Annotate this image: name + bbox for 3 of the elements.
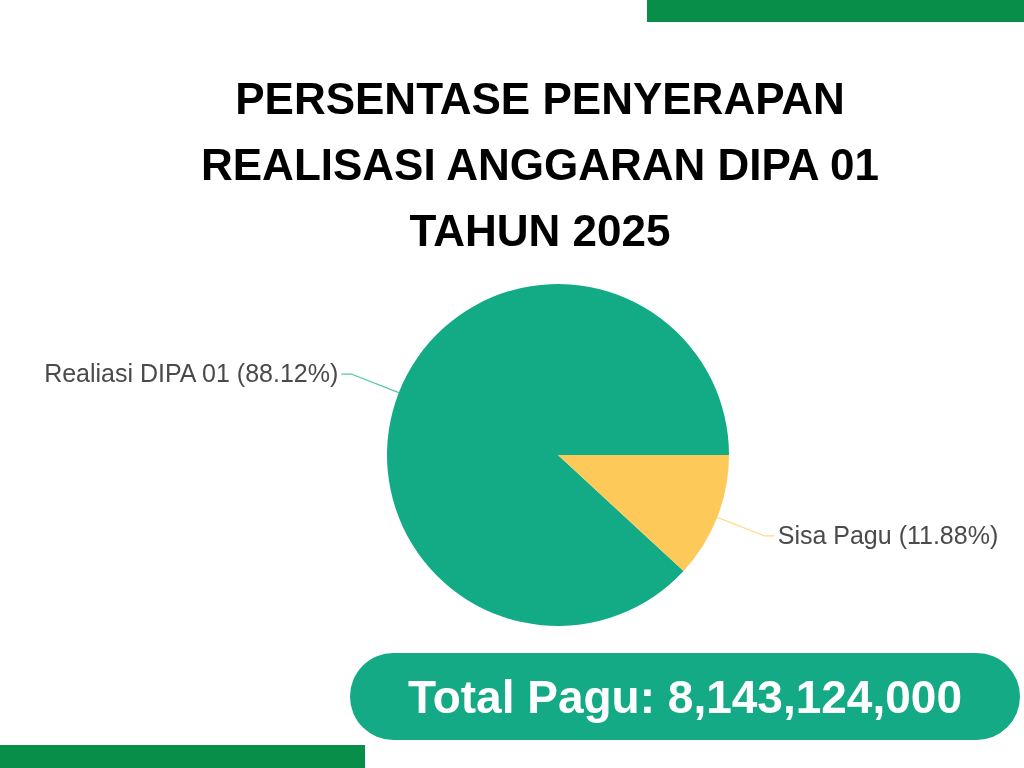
chart-title: PERSENTASE PENYERAPAN REALISASI ANGGARAN DIPA 01 TAHUN 2025 xyxy=(200,73,880,257)
slice-label: Realiasi DIPA 01 (88.12%) xyxy=(44,359,339,388)
slice-label: Sisa Pagu (11.88%) xyxy=(777,520,999,549)
